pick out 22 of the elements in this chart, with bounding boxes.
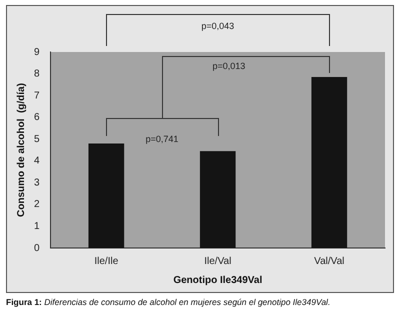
x-tick-label: Ile/Val <box>204 256 232 267</box>
y-tick-label: 8 <box>34 68 40 80</box>
y-tick-label: 9 <box>34 46 40 58</box>
bar <box>311 77 348 248</box>
y-tick-label: 0 <box>34 242 40 254</box>
y-tick-label: 2 <box>34 199 40 210</box>
y-tick-label: 5 <box>34 134 40 145</box>
y-tick-label: 7 <box>34 90 40 102</box>
y-axis-title: Consumo de alcohol (g/día) <box>16 83 27 217</box>
text: Figura 1: Diferencias de consumo de alcohol en mujeres según el genotipo Ile349Val. <box>6 297 330 307</box>
text: p=0,043 <box>201 20 234 31</box>
x-tick-label: Ile/Ile <box>94 256 119 267</box>
y-tick-label: 3 <box>34 177 40 188</box>
y-tick-label: 4 <box>34 156 40 167</box>
y-tick-label: 6 <box>34 112 40 124</box>
annotation: p=0,013 <box>212 61 246 72</box>
annotation: p=0,741 <box>146 134 178 144</box>
x-axis-title: Genotipo Ile349Val <box>173 274 262 286</box>
y-tick-label: 1 <box>34 220 40 232</box>
bar <box>200 151 236 248</box>
x-tick-label: Val/Val <box>314 256 344 267</box>
bar <box>88 143 124 248</box>
